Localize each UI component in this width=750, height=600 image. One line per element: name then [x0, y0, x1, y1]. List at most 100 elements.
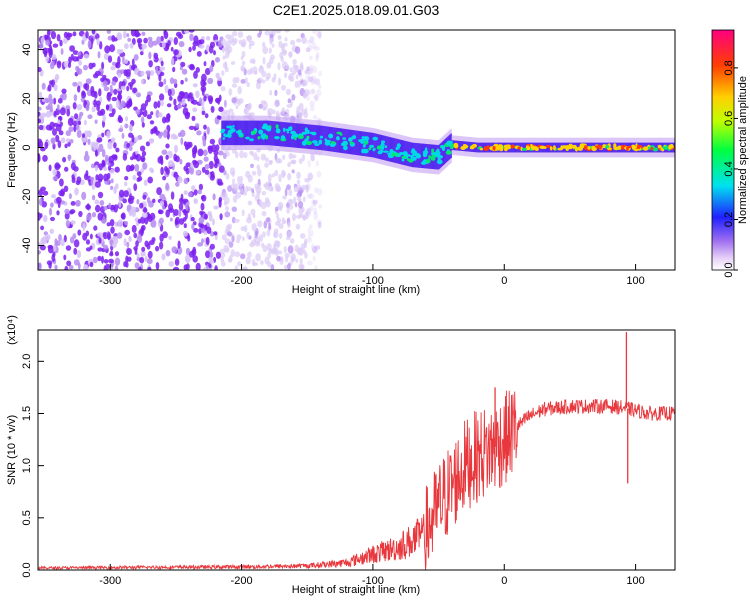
noise-speck [103, 206, 108, 211]
noise-speck [73, 259, 80, 266]
noise-speck [180, 79, 184, 85]
noise-speck [108, 103, 113, 112]
noise-speck [51, 253, 56, 263]
signal-peak [311, 131, 317, 136]
signal-core [348, 129, 351, 155]
noise-speck [286, 207, 290, 214]
noise-speck [74, 187, 79, 196]
signal-core [372, 132, 375, 158]
noise-speck [256, 164, 261, 170]
signal-core [245, 120, 248, 146]
noise-speck [38, 262, 42, 270]
noise-speck [149, 70, 155, 76]
noise-speck [264, 30, 271, 36]
noise-speck [209, 65, 214, 73]
noise-speck [147, 176, 153, 184]
noise-speck [140, 70, 145, 76]
noise-speck [85, 31, 89, 39]
noise-speck [235, 151, 239, 159]
noise-speck [56, 60, 62, 69]
signal-core [448, 135, 450, 161]
noise-speck [313, 187, 319, 194]
signal-core [389, 137, 391, 162]
noise-speck [173, 37, 178, 45]
noise-speck [78, 60, 82, 66]
noise-speck [201, 194, 207, 202]
noise-speck [159, 200, 165, 207]
signal-core [435, 144, 438, 170]
noise-speck [185, 247, 191, 256]
noise-speck [287, 245, 294, 254]
noise-speck [209, 243, 215, 250]
noise-speck [114, 265, 119, 270]
noise-speck [72, 31, 77, 37]
signal-core [558, 142, 561, 153]
noise-speck [85, 78, 92, 85]
noise-speck [141, 246, 146, 252]
noise-speck [315, 79, 320, 86]
noise-speck [170, 191, 175, 200]
noise-speck [76, 129, 82, 138]
noise-speck [176, 104, 183, 109]
noise-speck [79, 111, 84, 117]
noise-speck [288, 51, 293, 59]
x-tick-label: -300 [99, 575, 121, 587]
noise-speck [313, 95, 318, 100]
noise-speck [220, 86, 226, 92]
noise-speck [198, 216, 205, 224]
noise-speck [311, 75, 317, 84]
signal-core [310, 124, 313, 150]
signal-peak [223, 133, 226, 137]
noise-speck [309, 36, 315, 44]
signal-core [270, 120, 273, 146]
noise-speck [69, 139, 74, 144]
noise-speck [160, 99, 164, 107]
noise-speck [55, 124, 62, 132]
signal-peak [226, 125, 231, 129]
noise-speck [173, 153, 178, 162]
noise-speck [67, 117, 74, 127]
noise-speck [209, 259, 215, 265]
noise-speck [240, 67, 245, 72]
noise-speck [128, 198, 134, 205]
signal-core [275, 121, 278, 146]
signal-core [356, 130, 359, 156]
signal-peak [249, 138, 254, 142]
noise-speck [266, 229, 271, 237]
signal-peak [663, 146, 668, 150]
noise-speck [118, 128, 124, 132]
noise-speck [50, 216, 55, 222]
noise-speck [177, 240, 181, 249]
noise-speck [176, 246, 183, 255]
signal-peak [492, 146, 496, 151]
noise-speck [313, 207, 318, 215]
signal-peak [424, 147, 428, 153]
signal-peak [280, 135, 286, 141]
noise-speck [137, 218, 142, 224]
noise-speck [278, 173, 282, 183]
noise-speck [311, 199, 316, 206]
noise-speck [304, 178, 310, 183]
noise-speck [207, 77, 214, 85]
y-tick-label: 1.5 [21, 406, 33, 421]
noise-speck [77, 85, 81, 93]
noise-speck [234, 265, 238, 270]
noise-speck [212, 218, 215, 226]
noise-speck [159, 155, 164, 162]
noise-speck [258, 103, 263, 109]
signal-peak [301, 131, 308, 135]
noise-speck [165, 209, 170, 218]
signal-peak [412, 152, 417, 157]
noise-speck [49, 44, 52, 53]
noise-speck [156, 187, 163, 196]
colorbar-tick-label: 0.8 [723, 60, 735, 75]
noise-speck [230, 183, 236, 189]
y-tick-label: -20 [21, 189, 33, 205]
signal-core [315, 125, 318, 150]
noise-speck [39, 244, 46, 251]
noise-speck [83, 264, 89, 270]
noise-speck [192, 107, 198, 112]
noise-speck [108, 155, 115, 164]
noise-speck [96, 137, 103, 143]
noise-speck [181, 68, 188, 75]
